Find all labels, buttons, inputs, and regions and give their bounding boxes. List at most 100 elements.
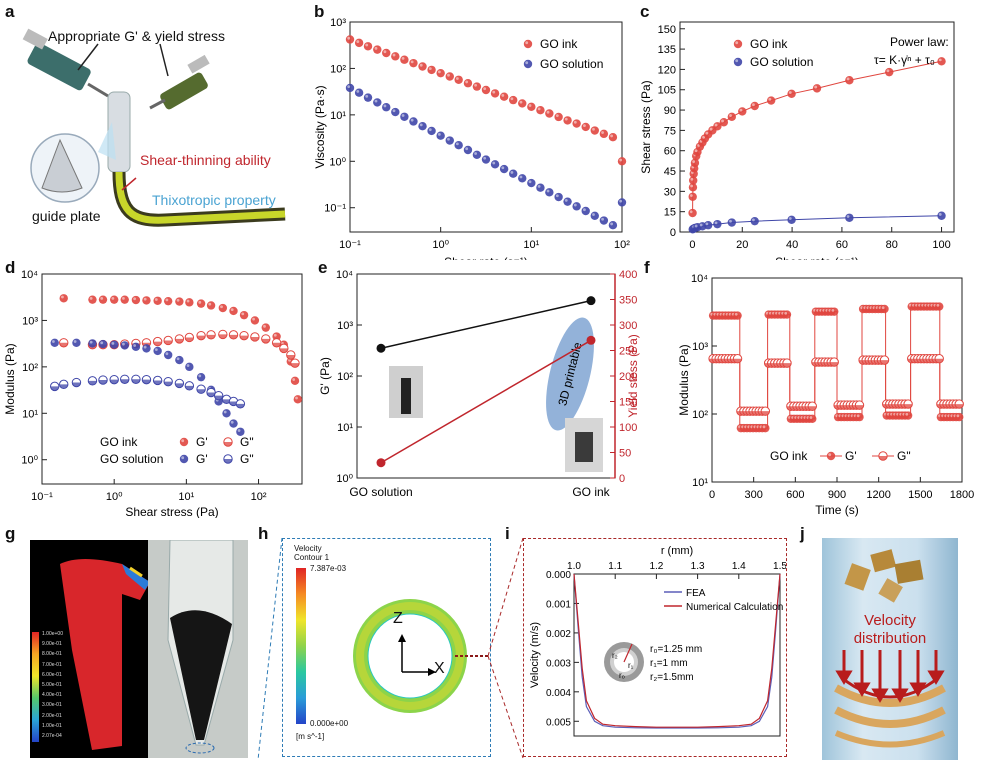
data-point-shine xyxy=(956,414,960,418)
y2-axis-label: Yield stess (Pa) xyxy=(626,334,640,418)
label-thixotropic: Thixotropic property xyxy=(152,192,276,208)
x-tick-label: 1.5 xyxy=(773,561,786,572)
data-point-shine xyxy=(295,396,298,400)
data-point-shine xyxy=(392,109,396,113)
data-point xyxy=(363,42,373,51)
data-point-shine xyxy=(374,99,378,103)
data-point xyxy=(72,338,81,347)
y-tick-label: 10⁰ xyxy=(21,455,38,467)
data-point xyxy=(536,106,545,115)
data-point xyxy=(218,303,228,313)
data-point xyxy=(98,339,108,349)
legend-label: G' xyxy=(196,435,208,449)
legend-label: GO ink xyxy=(540,37,578,51)
data-point-shine xyxy=(483,156,487,160)
legend-label: G' xyxy=(196,452,208,466)
y2-tick-label: 250 xyxy=(619,346,637,358)
data-point-shine xyxy=(223,410,227,414)
data-point-shine xyxy=(692,160,696,164)
x-tick-label: 100 xyxy=(932,239,950,251)
data-point xyxy=(903,411,913,420)
data-point-shine xyxy=(619,199,623,203)
data-point-shine xyxy=(392,53,396,57)
data-point-shine xyxy=(220,305,223,309)
data-point xyxy=(563,116,572,125)
data-point-fill xyxy=(782,363,792,368)
x-tick-label: 10¹ xyxy=(523,239,539,251)
legend-label: GO solution xyxy=(100,452,163,466)
data-point-shine xyxy=(546,110,550,114)
data-point xyxy=(738,107,747,116)
data-point-shine xyxy=(537,107,541,111)
legend-marker xyxy=(733,57,743,67)
data-point xyxy=(586,335,596,345)
data-point-fill xyxy=(286,355,296,360)
chart-b-viscosity: 10⁻¹ 10⁰ 10¹ 10² 10⁻¹ 10⁰ 10¹ 10² 10³ Shear rate … xyxy=(313,17,630,260)
data-point xyxy=(290,376,300,386)
power-law-label: Power law: xyxy=(890,35,949,49)
data-point-shine xyxy=(100,341,104,345)
data-point xyxy=(599,216,609,225)
label-appropriate-g: Appropriate G' & yield stress xyxy=(48,28,225,44)
data-point xyxy=(175,297,184,306)
legend-marker-shine xyxy=(735,59,739,63)
chart-i-velocity: 1.0 1.1 1.2 1.3 1.4 1.5 0.000 0.001 0.002 0.003 0.… xyxy=(529,545,786,737)
panel-label-e: e xyxy=(318,258,328,277)
data-point-shine xyxy=(483,87,487,91)
panel-h-connectors xyxy=(257,538,283,760)
legend-marker-fill xyxy=(878,456,888,461)
data-point-shine xyxy=(401,114,405,117)
y-tick-label: 90 xyxy=(664,105,676,117)
legend-label: Numerical Calculation xyxy=(686,602,783,613)
data-point-fill xyxy=(185,337,194,342)
chart-c-shear-stress: 0 20 40 60 80 100 0 15 30 45 60 75 90 105 120 135 150 She… xyxy=(639,21,955,260)
x-tick-label: 1.0 xyxy=(567,561,581,572)
data-point-shine xyxy=(401,57,405,60)
data-point xyxy=(131,295,141,305)
data-point xyxy=(472,82,482,91)
data-point xyxy=(163,350,173,360)
data-point-shine xyxy=(809,416,813,419)
y-axis-label: Modulus (Pa) xyxy=(677,344,691,415)
panel-g-legend: 1.00e+00 9.00e-01 8.00e-01 7.00e-01 6.00e-01… xyxy=(32,631,82,742)
inset-label: r₁=1 mm xyxy=(650,658,688,669)
velocity-distribution-label: Velocity distribution xyxy=(853,612,927,647)
panel-label-j: j xyxy=(800,524,805,543)
series-line xyxy=(573,573,781,729)
panel-j-image xyxy=(822,538,958,760)
data-point-shine xyxy=(143,297,147,301)
data-point-shine xyxy=(230,420,234,424)
data-point xyxy=(98,295,108,304)
y-tick-label: 10⁴ xyxy=(336,269,353,281)
data-point xyxy=(937,57,946,66)
x-axis-label: Shear stress (Pa) xyxy=(125,505,218,518)
data-point-shine xyxy=(784,311,788,315)
data-point xyxy=(185,362,194,372)
data-point-shine xyxy=(230,308,234,312)
legend-marker-fill xyxy=(223,459,233,464)
data-point-shine xyxy=(122,342,125,346)
data-point xyxy=(109,295,119,304)
data-point-shine xyxy=(714,221,718,225)
data-point xyxy=(750,101,759,111)
data-point xyxy=(250,316,260,325)
data-point xyxy=(527,178,536,188)
y-tick-label: 15 xyxy=(664,207,676,219)
data-point-shine xyxy=(564,198,568,202)
data-point xyxy=(463,79,473,88)
data-point-shine xyxy=(198,374,202,378)
data-point xyxy=(554,192,563,202)
data-point-shine xyxy=(519,100,523,104)
data-point-shine xyxy=(447,137,450,141)
g-legend-value: 3.00e-01 xyxy=(42,702,62,709)
inset-label: r₂=1.5mm xyxy=(650,672,694,683)
contour-min: 0.000e+00 xyxy=(310,719,349,728)
data-point-shine xyxy=(881,306,885,310)
data-point-shine xyxy=(573,120,577,124)
data-point-fill xyxy=(290,363,300,368)
x-tick-label: 1200 xyxy=(866,489,890,501)
data-point xyxy=(766,96,776,105)
data-point-fill xyxy=(261,338,270,344)
data-point xyxy=(586,296,596,306)
data-point-shine xyxy=(709,127,713,131)
